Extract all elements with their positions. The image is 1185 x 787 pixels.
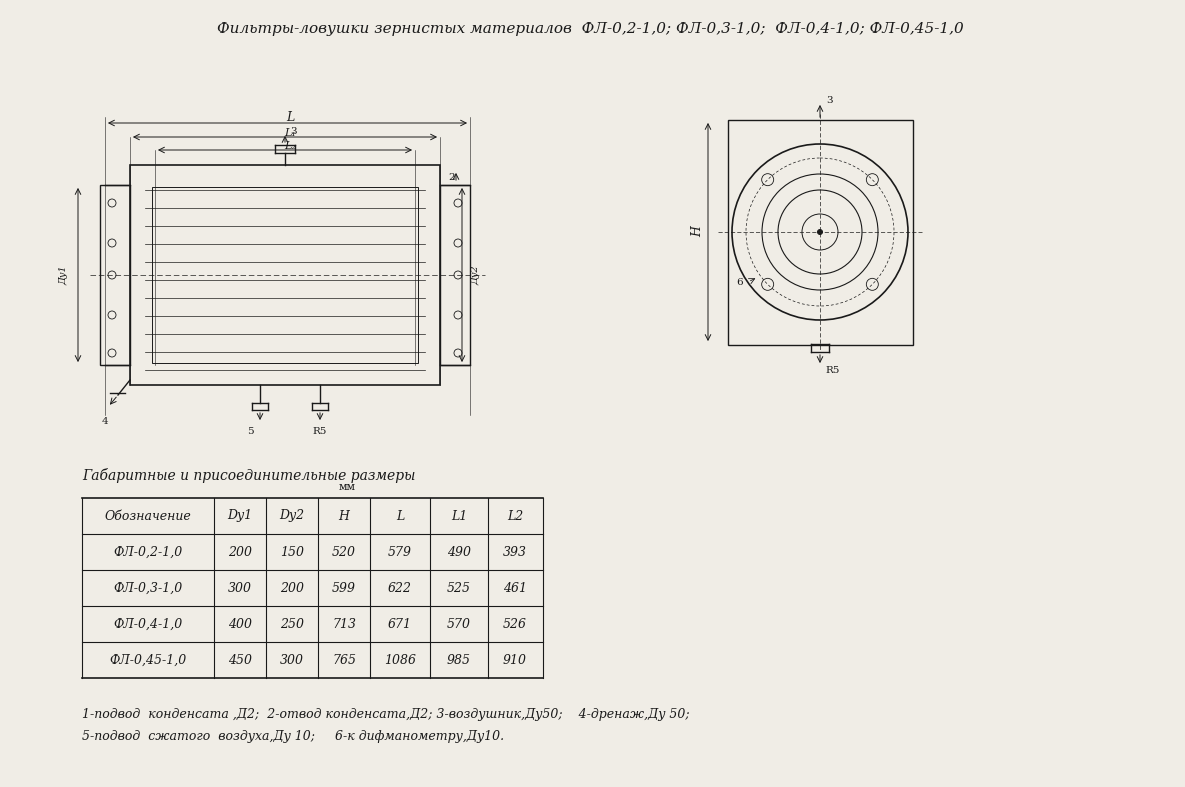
Text: 300: 300 — [228, 582, 252, 594]
Text: 6: 6 — [736, 278, 743, 286]
Text: Дy1: Дy1 — [59, 265, 69, 285]
Text: H: H — [692, 227, 705, 238]
Text: 570: 570 — [447, 618, 470, 630]
Text: ФЛ-0,2-1,0: ФЛ-0,2-1,0 — [114, 545, 182, 559]
Text: 150: 150 — [280, 545, 305, 559]
Text: Dy1: Dy1 — [228, 509, 252, 523]
Text: 671: 671 — [387, 618, 412, 630]
Text: 910: 910 — [502, 653, 527, 667]
Bar — [152, 187, 418, 363]
Text: L: L — [396, 509, 404, 523]
Text: 393: 393 — [502, 545, 527, 559]
Circle shape — [818, 230, 822, 235]
Text: 300: 300 — [280, 653, 305, 667]
Bar — [130, 165, 440, 385]
Text: 2: 2 — [448, 172, 455, 182]
Text: Габаритные и присоединительные размеры: Габаритные и присоединительные размеры — [82, 468, 416, 483]
Text: L: L — [286, 110, 294, 124]
Text: 3: 3 — [290, 127, 296, 135]
Text: 1086: 1086 — [384, 653, 416, 667]
Text: 765: 765 — [332, 653, 355, 667]
Text: Дy2: Дy2 — [472, 265, 480, 285]
Bar — [728, 120, 912, 345]
Text: мм: мм — [339, 482, 356, 492]
Bar — [440, 185, 470, 365]
Text: 599: 599 — [332, 582, 355, 594]
Text: H: H — [339, 509, 350, 523]
Text: 200: 200 — [228, 545, 252, 559]
Text: 200: 200 — [280, 582, 305, 594]
Text: L₁: L₁ — [284, 128, 296, 138]
Text: 525: 525 — [447, 582, 470, 594]
Text: 5: 5 — [246, 427, 254, 435]
Text: 520: 520 — [332, 545, 355, 559]
Text: 450: 450 — [228, 653, 252, 667]
Text: 4: 4 — [102, 416, 108, 426]
Text: L2: L2 — [507, 509, 523, 523]
Text: L1: L1 — [450, 509, 467, 523]
Text: 1-подвод  конденсата ,Д2;  2-отвод конденсата,Д2; 3-воздушник,Дy50;    4-дренаж,: 1-подвод конденсата ,Д2; 2-отвод конденс… — [82, 708, 690, 721]
Text: 490: 490 — [447, 545, 470, 559]
Text: 400: 400 — [228, 618, 252, 630]
Text: L₂: L₂ — [284, 141, 296, 151]
Text: 713: 713 — [332, 618, 355, 630]
Text: 985: 985 — [447, 653, 470, 667]
Text: 526: 526 — [502, 618, 527, 630]
Text: ФЛ-0,4-1,0: ФЛ-0,4-1,0 — [114, 618, 182, 630]
Text: 461: 461 — [502, 582, 527, 594]
Text: R5: R5 — [313, 427, 327, 435]
Text: 250: 250 — [280, 618, 305, 630]
Text: Dy2: Dy2 — [280, 509, 305, 523]
Text: ФЛ-0,45-1,0: ФЛ-0,45-1,0 — [109, 653, 186, 667]
Text: ФЛ-0,3-1,0: ФЛ-0,3-1,0 — [114, 582, 182, 594]
Text: R5: R5 — [825, 365, 839, 375]
Text: 579: 579 — [387, 545, 412, 559]
Text: Фильтры-ловушки зернистых материалов  ФЛ-0,2-1,0; ФЛ-0,3-1,0;  ФЛ-0,4-1,0; ФЛ-0,: Фильтры-ловушки зернистых материалов ФЛ-… — [217, 22, 963, 36]
Text: Обозначение: Обозначение — [104, 509, 191, 523]
Bar — [100, 185, 130, 365]
Text: 3: 3 — [826, 95, 833, 105]
Text: 622: 622 — [387, 582, 412, 594]
Text: 5-подвод  сжатого  воздуха,Дy 10;     6-к дифманометру,Дy10.: 5-подвод сжатого воздуха,Дy 10; 6-к дифм… — [82, 730, 504, 743]
